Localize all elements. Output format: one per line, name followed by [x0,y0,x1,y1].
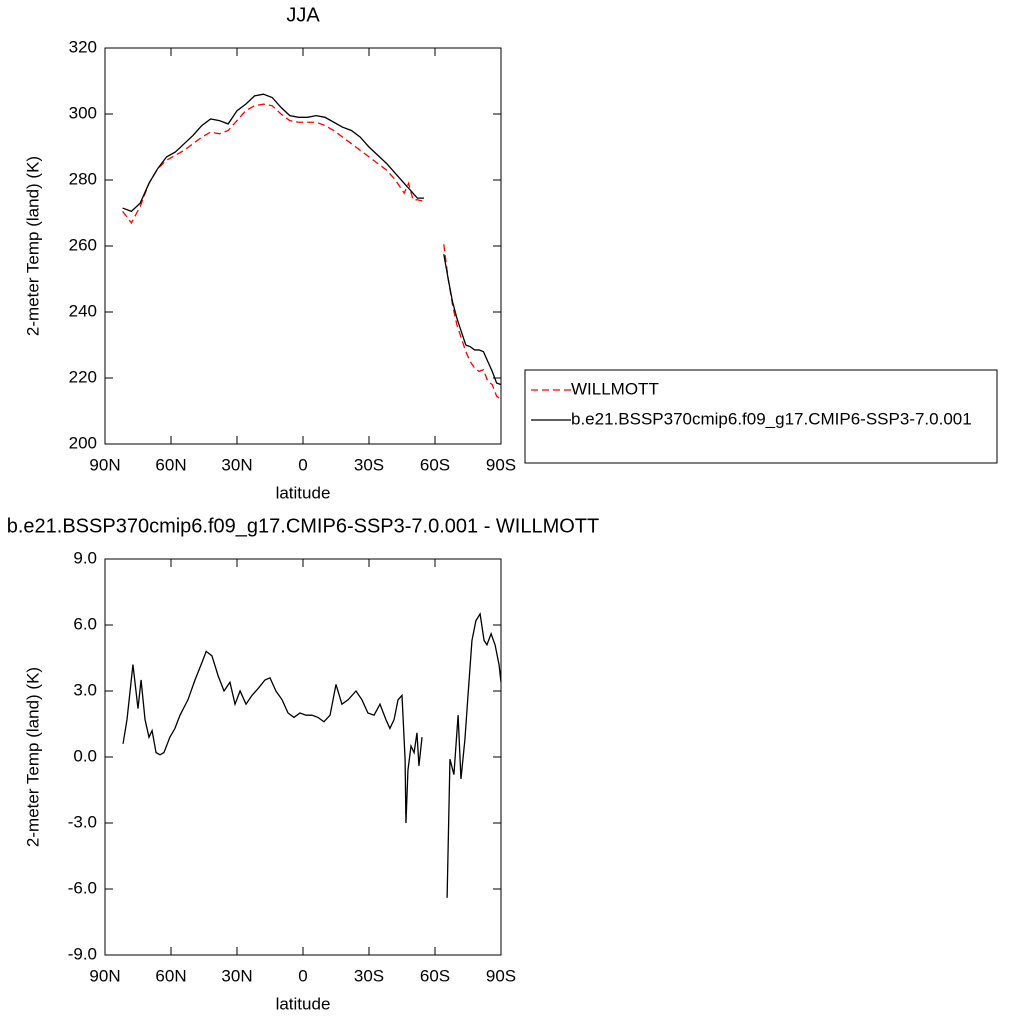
y-tick-label: 220 [69,367,97,386]
x-tick-label: 0 [298,966,307,985]
x-tick-label: 90S [486,455,516,474]
y-tick-label: 6.0 [73,614,97,633]
x-tick-label: 60N [155,966,186,985]
y-tick-label: -6.0 [68,878,97,897]
chart-title: b.e21.BSSP370cmip6.f09_g17.CMIP6-SSP3-7.… [7,515,600,537]
y-tick-label: -3.0 [68,812,97,831]
legend-box [524,369,998,464]
plot-frame [104,47,502,445]
x-tick-label: 60S [420,455,450,474]
y-tick-label: -9.0 [68,944,97,963]
x-tick-label: 90S [486,966,516,985]
x-tick-label: 90N [89,966,120,985]
y-tick-label: 0.0 [73,746,97,765]
x-tick-label: 90N [89,455,120,474]
x-tick-label: 30S [354,455,384,474]
y-axis-label: 2-meter Temp (land) (K) [23,156,42,336]
y-tick-label: 280 [69,169,97,188]
y-axis-label: 2-meter Temp (land) (K) [23,667,42,847]
data-line [122,93,502,386]
y-tick-label: 260 [69,235,97,254]
chart-title: JJA [286,4,320,26]
x-axis-label: latitude [276,994,331,1013]
x-tick-label: 0 [298,455,307,474]
y-tick-label: 3.0 [73,680,97,699]
x-tick-label: 30N [221,966,252,985]
y-tick-label: 200 [69,433,97,452]
legend-label: b.e21.BSSP370cmip6.f09_g17.CMIP6-SSP3-7.… [571,409,972,428]
x-tick-label: 60S [420,966,450,985]
y-tick-label: 240 [69,301,97,320]
x-axis-label: latitude [276,483,331,502]
plot-frame [104,558,502,956]
data-line [122,612,502,898]
x-tick-label: 30S [354,966,384,985]
y-tick-label: 9.0 [73,548,97,567]
y-tick-label: 300 [69,103,97,122]
legend-label: WILLMOTT [571,379,659,398]
x-tick-label: 60N [155,455,186,474]
data-line [122,103,502,400]
y-tick-label: 320 [69,37,97,56]
x-tick-label: 30N [221,455,252,474]
